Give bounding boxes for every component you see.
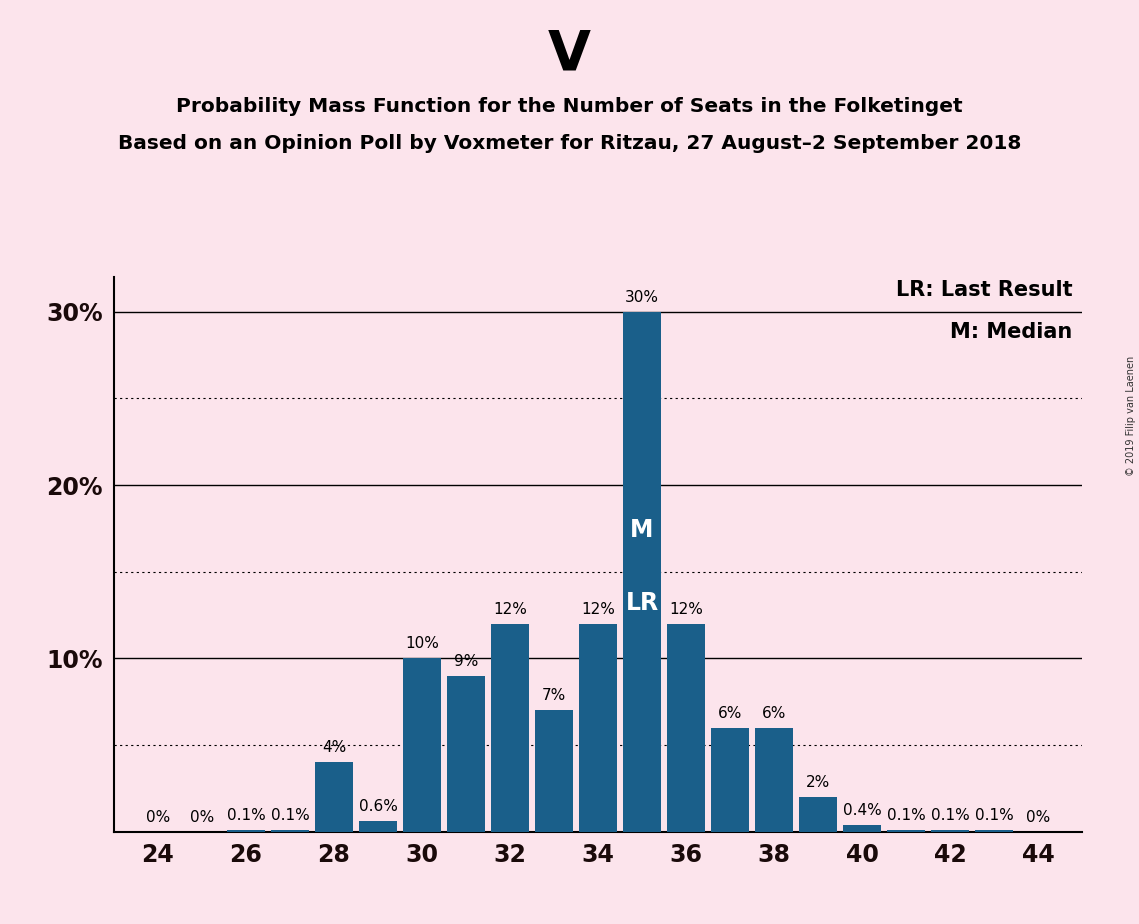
Text: 12%: 12% (669, 602, 703, 617)
Bar (711, 728, 748, 832)
Text: Probability Mass Function for the Number of Seats in the Folketinget: Probability Mass Function for the Number… (177, 97, 962, 116)
Text: LR: Last Result: LR: Last Result (895, 280, 1073, 300)
Text: 12%: 12% (493, 602, 527, 617)
Text: 0.1%: 0.1% (227, 808, 265, 823)
Text: 0.1%: 0.1% (975, 808, 1014, 823)
Bar (227, 830, 264, 832)
Text: 2%: 2% (806, 775, 830, 790)
Bar (491, 624, 528, 832)
Bar (932, 830, 969, 832)
Bar (359, 821, 396, 832)
Bar (271, 830, 309, 832)
Text: V: V (548, 28, 591, 81)
Text: 0%: 0% (190, 809, 214, 824)
Text: 6%: 6% (762, 706, 786, 721)
Text: 12%: 12% (581, 602, 615, 617)
Bar (535, 711, 573, 832)
Bar (580, 624, 616, 832)
Bar (843, 824, 880, 832)
Bar (800, 796, 837, 832)
Bar (316, 762, 353, 832)
Bar (623, 312, 661, 832)
Text: 0.4%: 0.4% (843, 803, 882, 818)
Text: 0.1%: 0.1% (931, 808, 969, 823)
Text: Based on an Opinion Poll by Voxmeter for Ritzau, 27 August–2 September 2018: Based on an Opinion Poll by Voxmeter for… (117, 134, 1022, 153)
Text: 30%: 30% (625, 290, 659, 305)
Text: 0%: 0% (146, 809, 170, 824)
Text: 7%: 7% (542, 688, 566, 703)
Text: 0.1%: 0.1% (886, 808, 925, 823)
Text: 10%: 10% (405, 637, 439, 651)
Bar (667, 624, 705, 832)
Text: 0.1%: 0.1% (271, 808, 310, 823)
Text: 9%: 9% (453, 654, 478, 669)
Bar (403, 658, 441, 832)
Bar (755, 728, 793, 832)
Bar (448, 675, 485, 832)
Text: 6%: 6% (718, 706, 743, 721)
Text: 4%: 4% (322, 740, 346, 756)
Text: M: M (630, 518, 654, 542)
Bar (887, 830, 925, 832)
Text: 0.6%: 0.6% (359, 799, 398, 814)
Text: 0%: 0% (1026, 809, 1050, 824)
Bar (975, 830, 1013, 832)
Text: M: Median: M: Median (950, 322, 1073, 342)
Text: LR: LR (625, 591, 658, 614)
Text: © 2019 Filip van Laenen: © 2019 Filip van Laenen (1126, 356, 1136, 476)
